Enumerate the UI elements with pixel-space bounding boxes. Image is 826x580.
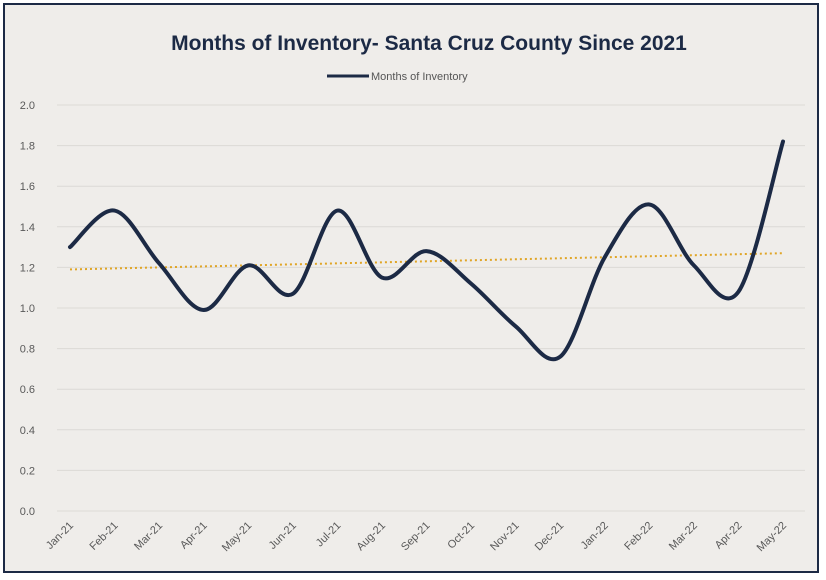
trendline [69, 252, 784, 271]
series-line [68, 139, 785, 362]
x-tick-label: Mar-22 [667, 520, 700, 553]
x-tick-label: Apr-21 [178, 520, 210, 552]
trendline-path [69, 252, 784, 271]
x-tick-label: Jun-21 [267, 520, 299, 552]
y-tick-label: 1.2 [20, 262, 35, 274]
x-tick-label: Apr-22 [713, 520, 745, 552]
x-tick-label: May-22 [755, 520, 789, 554]
chart-legend: Months of Inventory [327, 71, 468, 83]
x-tick-label: Jan-22 [579, 520, 611, 552]
x-tick-label: Feb-21 [88, 520, 121, 553]
x-tick-label: Dec-21 [533, 520, 567, 554]
x-tick-label: Mar-21 [132, 520, 165, 553]
y-tick-label: 1.8 [20, 141, 35, 153]
y-tick-label: 1.4 [20, 222, 35, 234]
gridlines [57, 104, 805, 512]
chart-frame: Months of Inventory- Santa Cruz County S… [3, 3, 819, 573]
chart-title: Months of Inventory- Santa Cruz County S… [171, 32, 687, 55]
series-lines [68, 139, 785, 362]
x-tick-label: Jul-21 [314, 520, 344, 550]
x-tick-label: Feb-22 [622, 520, 655, 553]
y-tick-label: 0.2 [20, 465, 35, 477]
y-tick-label: 0.6 [20, 384, 35, 396]
x-tick-label: Nov-21 [488, 520, 522, 554]
line-chart: Months of Inventory- Santa Cruz County S… [20, 32, 805, 554]
x-axis-tick-labels: Jan-21 Feb-21 Mar-21 Apr-21 May-21 Jun-21 Jul-… [44, 520, 789, 554]
y-tick-label: 0.8 [20, 344, 35, 356]
legend-label: Months of Inventory [371, 71, 468, 83]
x-tick-label: Jan-21 [44, 520, 76, 552]
y-tick-label: 0.4 [20, 425, 35, 437]
x-tick-label: May-21 [220, 520, 254, 554]
y-tick-label: 1.0 [20, 303, 35, 315]
y-tick-label: 2.0 [20, 100, 35, 112]
x-tick-label: Oct-21 [445, 520, 477, 552]
x-tick-label: Sep-21 [399, 520, 433, 554]
y-tick-label: 1.6 [20, 181, 35, 193]
y-tick-label: 0.0 [20, 506, 35, 518]
y-axis-tick-labels: 0.0 0.2 0.4 0.6 0.8 1.0 1.2 1.4 1.6 1.8 2.0 [20, 100, 35, 518]
x-tick-label: Aug-21 [354, 520, 388, 554]
